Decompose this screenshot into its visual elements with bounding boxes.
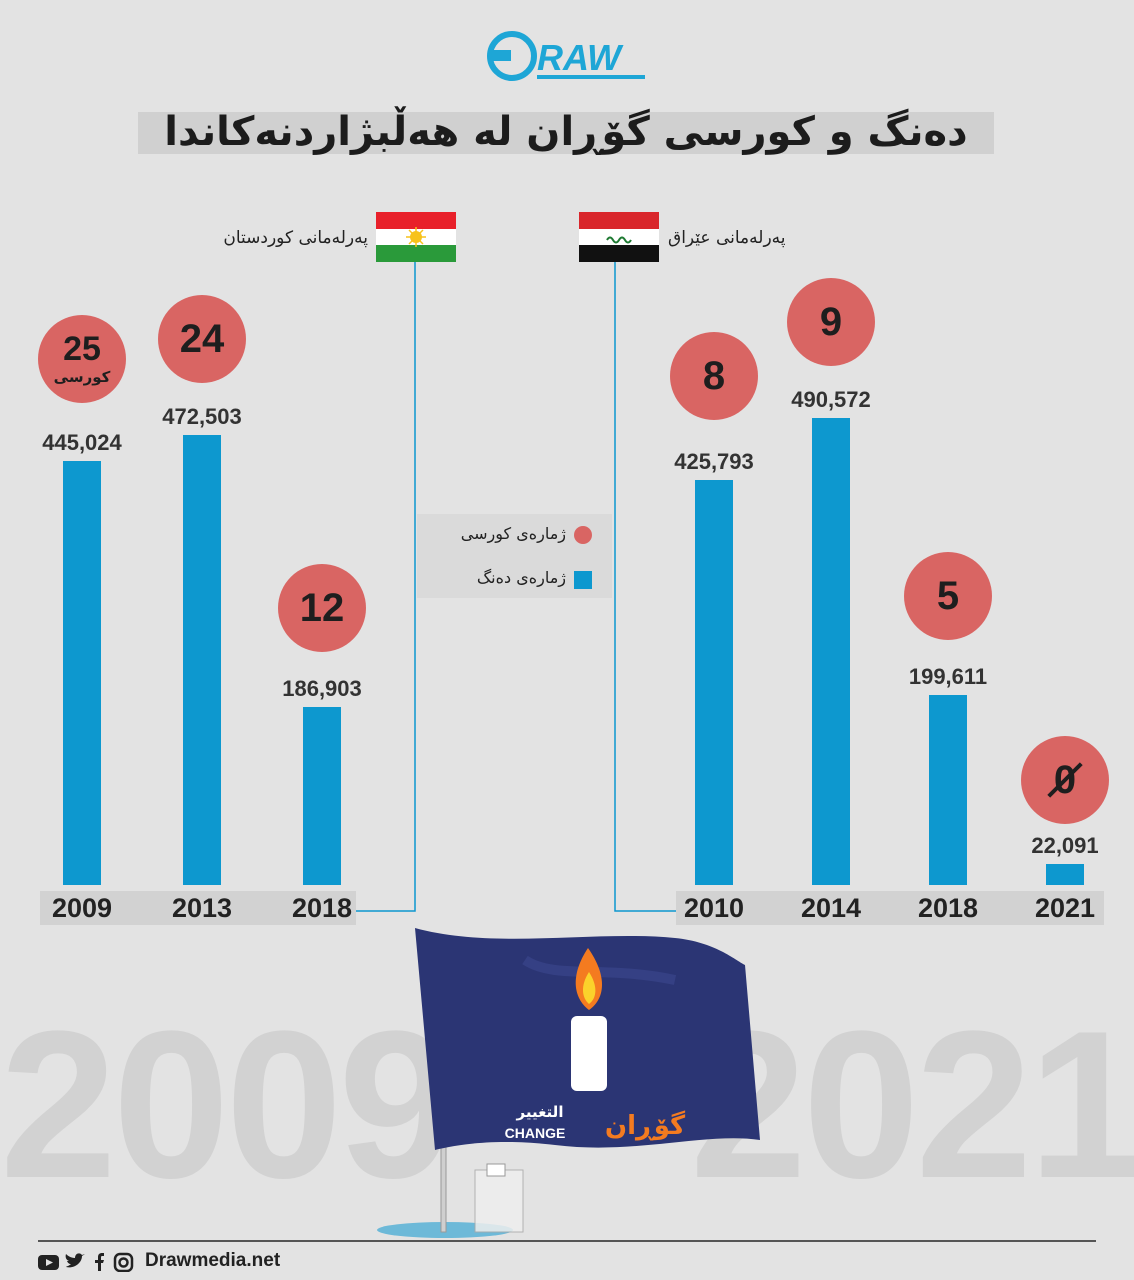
vote-bar <box>929 694 967 885</box>
legend-votes-swatch <box>574 571 592 589</box>
seat-count-label: 24 <box>179 317 225 362</box>
vote-value-label: 445,024 <box>42 430 122 456</box>
seat-count-label: 8 <box>702 353 726 398</box>
iraq-year-band <box>676 891 1104 925</box>
legend-seats-swatch <box>574 526 592 544</box>
vote-bar <box>812 418 850 885</box>
vote-value-label: 425,793 <box>674 448 754 474</box>
vote-value-label: 22,091 <box>1031 832 1099 858</box>
party-name-arabic: التغيير <box>516 1103 564 1121</box>
facebook-icon <box>95 1253 104 1271</box>
connector-lines <box>355 262 676 912</box>
footer-website: Drawmedia.net <box>145 1250 281 1271</box>
legend-votes-label: ژمارەی دەنگ <box>476 568 566 587</box>
youtube-icon <box>38 1255 59 1270</box>
instagram-icon <box>113 1252 134 1272</box>
year-label: 2013 <box>171 893 233 923</box>
brand-name: RAW <box>537 37 624 78</box>
page-title: دەنگ و کورسی گۆڕان لە هەڵبژاردنەکاندا <box>164 109 968 155</box>
watermark-year-left: 2009 <box>0 987 455 1222</box>
draw-logo: RAW <box>487 31 645 81</box>
kurdistan-flag-icon <box>376 212 456 262</box>
seat-circle: 24 <box>158 295 246 384</box>
kurdistan-parliament-label: پەرلەمانی کوردستان <box>223 228 368 248</box>
vote-value-label: 186,903 <box>282 676 362 702</box>
social-icons <box>38 1252 134 1272</box>
year-label: 2009 <box>51 893 113 923</box>
seat-circle: 0 <box>1021 735 1109 824</box>
seat-circle: 8 <box>670 331 758 420</box>
year-label: 2010 <box>683 893 745 923</box>
party-name-kurdish: گۆڕان <box>605 1110 686 1141</box>
watermark-year-right: 2021 <box>690 987 1134 1222</box>
seat-count-label: 12 <box>299 586 345 631</box>
seat-circle: 9 <box>787 278 875 366</box>
year-label: 2018 <box>291 893 353 923</box>
seat-circle: 25 کورسی <box>38 315 126 404</box>
year-label: 2014 <box>800 893 862 923</box>
iraq-flag-icon <box>579 212 659 262</box>
vote-bar <box>1046 863 1084 885</box>
year-label: 2021 <box>1034 893 1096 923</box>
vote-bar <box>183 435 221 885</box>
vote-bar <box>695 479 733 885</box>
change-party-flag: التغيير CHANGE گۆڕان <box>377 928 760 1238</box>
vote-value-label: 472,503 <box>162 404 242 430</box>
title-highlight <box>138 112 994 154</box>
vote-bar <box>303 707 341 885</box>
vote-bar <box>63 461 101 885</box>
vote-value-label: 199,611 <box>908 663 988 689</box>
seat-unit-label: کورسی <box>53 368 111 387</box>
seat-count-label: 25 <box>63 330 101 369</box>
legend-seats-label: ژمارەی کورسی <box>460 524 566 543</box>
seat-circle: 12 <box>278 564 366 653</box>
party-name-english: CHANGE <box>505 1125 566 1141</box>
footer-divider <box>38 1240 1096 1242</box>
vote-value-label: 490,572 <box>791 387 871 412</box>
seat-count-label: 9 <box>819 300 843 344</box>
seat-circle: 5 <box>904 551 992 640</box>
vote-chart: 445,024 2009 25 کورسی 472,503 2013 24 186,903 20… <box>38 278 1109 923</box>
iraq-parliament-label: پەرلەمانی عێراق <box>668 228 786 248</box>
kurdistan-year-band <box>40 891 356 925</box>
year-label: 2018 <box>917 893 979 923</box>
twitter-icon <box>65 1253 85 1268</box>
seat-count-label: 5 <box>936 573 960 618</box>
